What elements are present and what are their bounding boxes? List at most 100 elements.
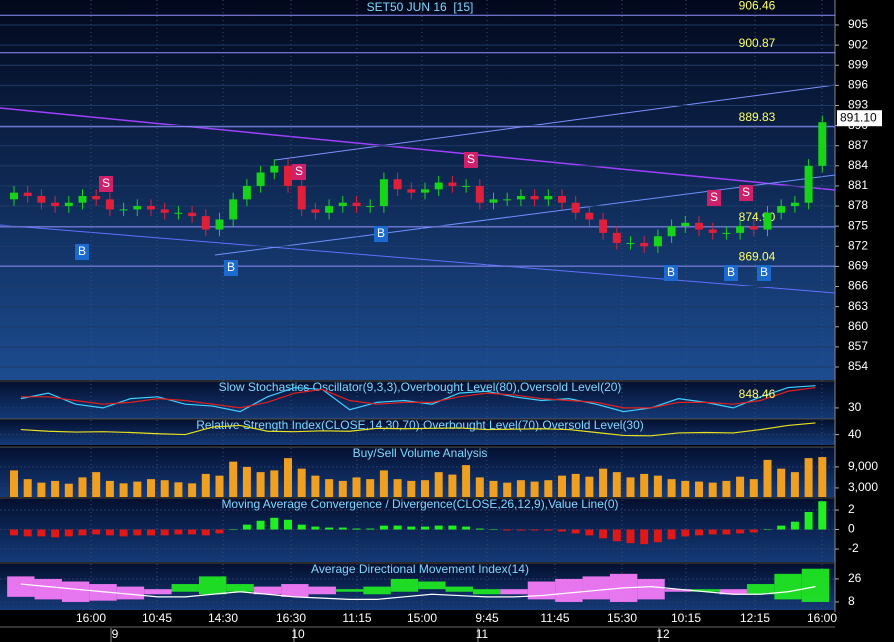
candle-body [393, 179, 402, 190]
candle-body [708, 229, 717, 233]
bar [105, 480, 114, 497]
bar [516, 529, 525, 531]
candle-body [681, 222, 690, 227]
y-tick-label: 860 [848, 319, 868, 333]
bar [147, 479, 155, 497]
candle-body [599, 219, 608, 233]
candle-body [626, 242, 635, 244]
bar [818, 501, 827, 530]
bar [242, 466, 251, 497]
bar [174, 482, 183, 497]
candle-body [640, 242, 649, 247]
bar [448, 474, 457, 497]
dmi-band [801, 568, 830, 602]
dmi-band [281, 584, 309, 597]
bar [804, 511, 813, 530]
x-tick-label: 15:30 [607, 611, 637, 625]
signal-label: B [760, 265, 768, 279]
candle-body [270, 165, 279, 173]
bar [338, 527, 347, 530]
bar [475, 528, 484, 530]
x-tick-label: 10:45 [142, 611, 172, 625]
x-tick-label: 14:30 [208, 611, 238, 625]
y-tick-label: 896 [848, 78, 868, 92]
candle-body [421, 189, 429, 193]
candle-body [256, 172, 265, 186]
bar [790, 472, 799, 497]
y-tick-label: 869 [848, 259, 868, 273]
dmi-band [253, 586, 282, 595]
candle-body [489, 199, 498, 203]
bar [667, 479, 676, 497]
bar [297, 468, 306, 497]
bar [37, 529, 46, 537]
bar [92, 529, 101, 535]
candle-body [722, 232, 731, 234]
bar [530, 529, 539, 531]
bar [585, 529, 594, 536]
y-tick-label: 30 [848, 400, 862, 414]
dmi-band [555, 578, 583, 602]
dmi-band [527, 581, 556, 600]
x-tick-label: 10:15 [671, 611, 701, 625]
candle-body [818, 122, 827, 166]
bar [10, 470, 18, 497]
bar [407, 526, 416, 530]
bar [612, 472, 621, 497]
candle-body [174, 212, 183, 214]
candle-body [544, 196, 553, 200]
signal-label: S [710, 190, 718, 204]
bar [174, 529, 183, 535]
y-tick-label: 854 [848, 359, 868, 373]
bar [763, 529, 772, 531]
bar [708, 482, 717, 497]
candle-body [749, 226, 758, 230]
bar [818, 457, 827, 497]
x-tick-label: 16:30 [276, 611, 306, 625]
candle-body [119, 209, 128, 211]
bar [599, 529, 608, 539]
y-tick-label: 866 [848, 279, 868, 293]
bar [653, 529, 662, 543]
bar [475, 477, 484, 497]
dmi-band [61, 581, 90, 602]
trend-line [274, 84, 836, 161]
bar [297, 524, 306, 530]
bar [544, 480, 553, 497]
bar [201, 473, 210, 497]
candle-body [133, 206, 142, 210]
indicator-line [20, 422, 816, 437]
x-tick-label: 11:45 [540, 611, 569, 625]
candle-body [297, 185, 306, 210]
panel-title: Buy/Sell Volume Analysis [353, 446, 488, 460]
bar [736, 476, 745, 497]
candle-body [462, 185, 471, 187]
signal-box [374, 226, 388, 242]
bar [119, 529, 128, 537]
bar [78, 477, 87, 497]
candle-body [804, 165, 813, 203]
bar [311, 526, 320, 530]
bar [626, 529, 635, 544]
bar [434, 525, 443, 530]
bar [421, 526, 429, 530]
bar [51, 529, 60, 538]
candle-body [215, 219, 224, 230]
candle-body [338, 202, 347, 207]
bar [763, 459, 772, 497]
bar [804, 458, 813, 497]
bar [736, 529, 745, 534]
y-tick-label: 26 [848, 571, 862, 585]
candle-body [188, 212, 197, 217]
x-tick-label: 9:45 [475, 611, 499, 625]
signal-label: B [727, 265, 735, 279]
bar [681, 480, 690, 497]
candle-body [23, 192, 32, 197]
dmi-band [500, 589, 528, 595]
candle-body [736, 226, 745, 233]
indicator-line [20, 583, 816, 600]
bar [434, 472, 443, 497]
signal-label: B [667, 265, 675, 279]
bar [325, 527, 334, 530]
dmi-band [719, 589, 747, 595]
